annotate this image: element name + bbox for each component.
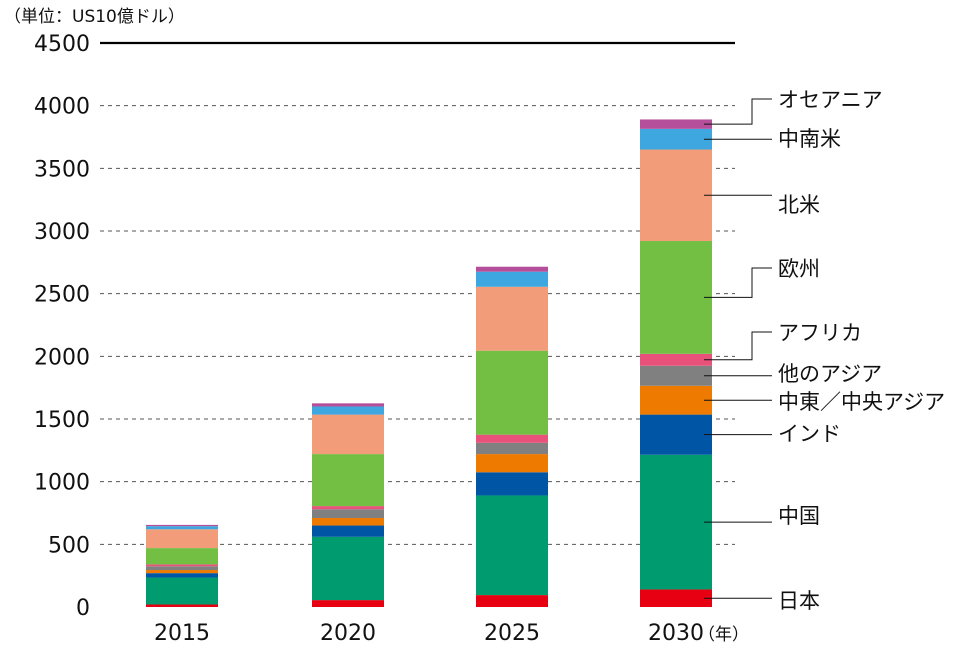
bar-segment — [312, 506, 384, 510]
bar-segment — [312, 518, 384, 526]
legend-label: 北米 — [778, 193, 820, 217]
y-tick-label: 3500 — [34, 157, 90, 182]
x-tick-label: 2020 — [320, 621, 376, 646]
legend-label: 中東／中央アジア — [778, 390, 945, 414]
bar-segment — [312, 509, 384, 519]
bars — [146, 119, 712, 607]
y-tick-label: 4500 — [34, 32, 90, 57]
legend-label: 他のアジア — [778, 362, 882, 386]
bar-segment — [476, 595, 548, 607]
y-tick-label: 4000 — [34, 95, 90, 120]
legend-leader-line — [704, 98, 772, 125]
bar-segment — [312, 454, 384, 507]
bar-segment — [640, 241, 712, 354]
bar-segment — [476, 434, 548, 443]
bar-segment — [476, 286, 548, 351]
bar-segment — [312, 536, 384, 601]
legend-leader-line — [704, 331, 772, 361]
bar-segment — [146, 577, 218, 605]
bar-segment — [640, 119, 712, 129]
bar-segment — [640, 128, 712, 150]
bar-segment — [312, 403, 384, 407]
bar-segment — [146, 526, 218, 530]
x-tick-label: 2015 — [154, 621, 210, 646]
bar-segment — [146, 564, 218, 567]
bar-segment — [476, 495, 548, 596]
y-axis-ticks: 0 500 1000 1500 2000 2500 3000 3500 4000 4500 — [34, 32, 90, 621]
bar-segment — [476, 454, 548, 473]
x-axis-ticks: 2015 2020 2025 2030 — [154, 621, 704, 646]
bar-segment — [640, 353, 712, 366]
bar-segment — [476, 350, 548, 435]
gridlines — [100, 41, 735, 545]
bar-segment — [640, 414, 712, 455]
bar-segment — [476, 442, 548, 455]
bar-segment — [476, 266, 548, 272]
bar-segment — [146, 548, 218, 565]
legend-label: 中南米 — [778, 127, 841, 151]
bar-segment — [640, 365, 712, 386]
bar-segment — [146, 570, 218, 574]
bar-segment — [640, 589, 712, 607]
bar-segment — [312, 414, 384, 455]
legend-label: オセアニア — [778, 88, 883, 112]
bar-segment — [640, 385, 712, 415]
legend-label: 中国 — [778, 504, 820, 528]
y-tick-label: 2500 — [34, 283, 90, 308]
unit-label: （単位：US10億ドル） — [4, 7, 185, 27]
bar-segment — [312, 525, 384, 537]
legend-label: アフリカ — [778, 321, 862, 345]
y-tick-label: 1000 — [34, 471, 90, 496]
bar-segment — [146, 529, 218, 549]
bar-segment — [146, 524, 218, 527]
legend-label: 日本 — [778, 589, 820, 613]
x-tick-label: 2030 — [648, 621, 704, 646]
y-tick-label: 3000 — [34, 220, 90, 245]
y-tick-label: 0 — [76, 596, 90, 621]
x-unit-label: （年） — [698, 625, 749, 645]
y-tick-label: 1500 — [34, 408, 90, 433]
bar-segment — [146, 566, 218, 571]
bar-segment — [146, 604, 218, 607]
y-tick-label: 2000 — [34, 345, 90, 370]
bar-segment — [476, 271, 548, 287]
legend-label: 欧州 — [778, 257, 820, 281]
bar-segment — [476, 472, 548, 496]
bar-segment — [640, 149, 712, 242]
bar-segment — [312, 600, 384, 607]
y-tick-label: 500 — [48, 533, 90, 558]
bar-segment — [146, 573, 218, 578]
x-tick-label: 2025 — [484, 621, 540, 646]
bar-segment — [640, 454, 712, 590]
legend-leader-line — [704, 267, 772, 298]
legend-label: インド — [778, 422, 841, 446]
bar-segment — [312, 406, 384, 415]
